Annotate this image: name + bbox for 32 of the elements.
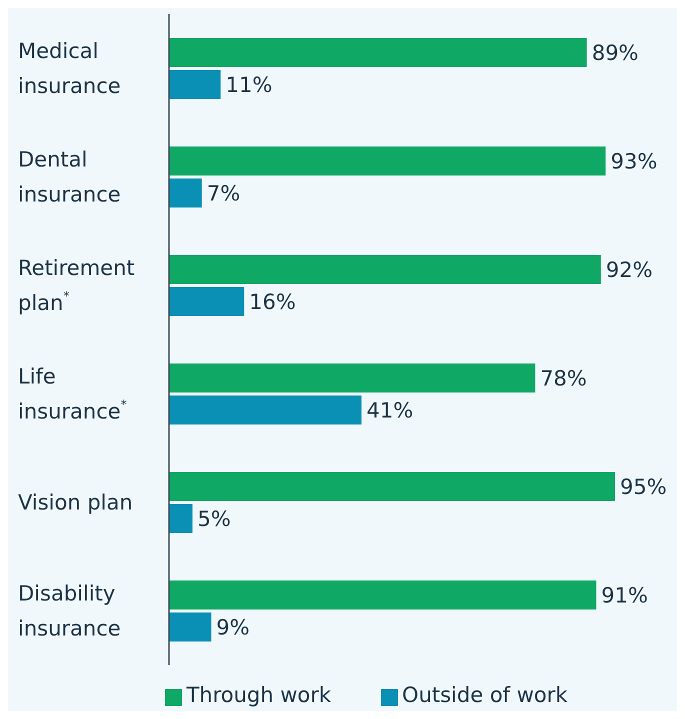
data-label: 9% — [216, 615, 250, 640]
bar — [169, 38, 587, 67]
bar — [169, 255, 601, 284]
y-tick-label: Life insurance$^{*}$ — [18, 364, 127, 424]
data-label: 89% — [592, 40, 639, 65]
data-label: 92% — [606, 258, 653, 282]
y-tick-label: Retirement plan$^{*}$ — [18, 256, 135, 315]
y-tick-label: Disability insurance — [18, 581, 121, 640]
y-tick-label: Dental insurance — [18, 147, 121, 206]
data-label: 91% — [601, 583, 648, 608]
legend-label: Outside of work — [402, 683, 568, 707]
bar — [169, 396, 362, 424]
y-tick-label: Medical insurance — [18, 38, 121, 98]
bar — [169, 612, 212, 642]
bar — [169, 504, 192, 533]
bar — [169, 580, 596, 610]
bar — [169, 178, 202, 208]
legend-label: Through work — [186, 683, 332, 707]
bar — [169, 146, 606, 176]
data-label: 41% — [366, 398, 414, 422]
bar — [169, 287, 244, 316]
data-label: 5% — [197, 506, 231, 531]
data-label: 93% — [610, 149, 658, 174]
y-tick-label: Vision plan — [18, 490, 133, 514]
data-label: 16% — [249, 290, 296, 314]
data-label: 11% — [226, 72, 272, 97]
data-label: 95% — [620, 474, 667, 499]
bar — [169, 472, 615, 501]
data-label: 7% — [206, 181, 240, 206]
data-label: 78% — [540, 366, 587, 390]
bar — [169, 364, 536, 392]
bar — [169, 70, 221, 99]
